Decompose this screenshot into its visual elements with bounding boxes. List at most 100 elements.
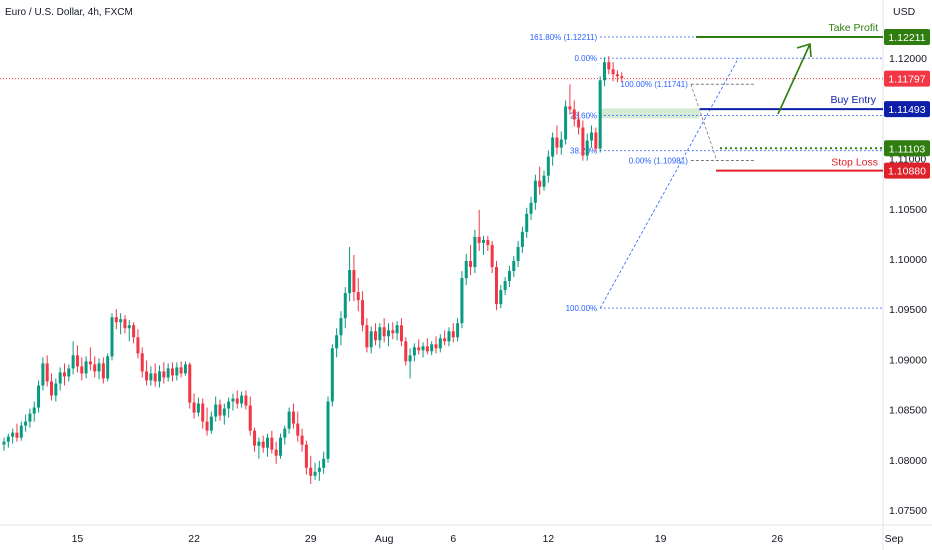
candle-up [520,226,524,253]
candle-body [296,423,300,436]
candle-up [240,391,244,408]
candle-body [2,441,6,445]
candle-body [313,471,317,476]
candle-body [430,344,434,352]
candle-body [486,239,490,245]
time-tick-label: Aug [375,533,394,545]
candle-body [67,368,71,377]
candle-up [67,364,71,382]
candle-body [590,132,594,141]
candle-down [188,362,192,409]
candle-up [330,344,334,407]
candle-down [451,323,455,343]
time-tick-label: Sep [885,533,904,545]
candle-body [499,290,503,305]
target-arrow[interactable] [777,42,812,115]
candle-body [361,300,365,326]
candle-body [28,413,32,422]
candle-down [434,336,438,354]
candle-down [75,345,79,373]
candle-up [512,255,516,278]
stop-loss-price-label: 1.10880 [884,162,930,179]
candle-down [162,362,166,384]
candle-body [136,337,140,354]
candle-up [386,323,390,347]
time-tick-label: 12 [542,533,554,545]
candle-body [581,127,585,156]
candle-down [88,347,92,371]
candle-body [572,109,576,120]
candle-body [317,467,321,472]
candle-up [119,313,123,335]
candle-down [205,407,209,436]
candle-down [291,403,295,429]
trade-levels[interactable]: Take Profit Buy Entry Stop Loss [696,22,883,172]
candle-body [240,395,244,404]
candle-up [183,361,187,376]
candle-body [598,80,602,149]
candle-up [317,460,321,481]
candle-body [54,383,58,396]
candle-up [322,451,326,474]
candle-down [304,440,308,475]
candle-up [2,437,6,451]
candle-body [188,364,192,403]
time-axis[interactable]: 15 22 29 Aug 6 12 19 26 Sep [72,533,904,545]
candle-down [577,111,581,135]
price-label-text: 1.11103 [889,143,926,155]
candle-up [412,343,416,362]
candle-body [382,327,386,337]
candle-body [503,281,507,291]
candle-body [75,355,79,367]
candle-body [170,368,174,376]
candle-up [395,321,399,341]
candle-body [490,244,494,268]
candle-up [196,397,200,417]
candle-up [602,57,606,87]
candle-body [326,401,330,459]
candle-up [516,240,520,268]
candle-down [114,309,118,330]
price-tick-label: 1.09000 [889,354,927,366]
candle-down [374,323,378,346]
candle-down [218,399,222,421]
candle-body [196,403,200,413]
candle-body [542,175,546,187]
candle-down [274,441,278,464]
arrow-head [796,42,812,58]
candle-body [611,69,615,75]
candle-down [490,240,494,274]
candle-up [348,246,352,302]
candle-body [322,458,326,468]
candle-body [283,428,287,438]
candle-body [209,416,213,431]
time-tick-label: 22 [188,533,200,545]
candle-up [503,277,507,296]
candle-body [88,361,92,365]
candle-body [41,363,45,386]
candle-down [244,390,248,410]
candle-up [507,266,511,288]
candle-body [356,292,360,301]
candle-down [361,291,365,332]
candle-body [546,156,550,176]
candle-up [58,367,62,391]
price-labels: 1.12211 1.11797 1.11493 1.11103 1.10880 [884,29,930,179]
candle-down [261,435,265,453]
price-axis[interactable]: 1.120001.115001.110001.105001.100001.095… [889,53,927,517]
candle-body [335,335,339,349]
candle-body [179,367,183,374]
candle-down [594,127,598,152]
candle-down [615,70,619,83]
candle-down [356,278,360,312]
candle-body [101,363,105,379]
candle-up [287,407,291,434]
candle-down [93,356,97,378]
candle-down [391,322,395,340]
candle-body [244,395,248,406]
candle-body [291,411,295,424]
candle-body [555,137,559,148]
candle-body [434,344,438,349]
candle-down [235,390,239,409]
